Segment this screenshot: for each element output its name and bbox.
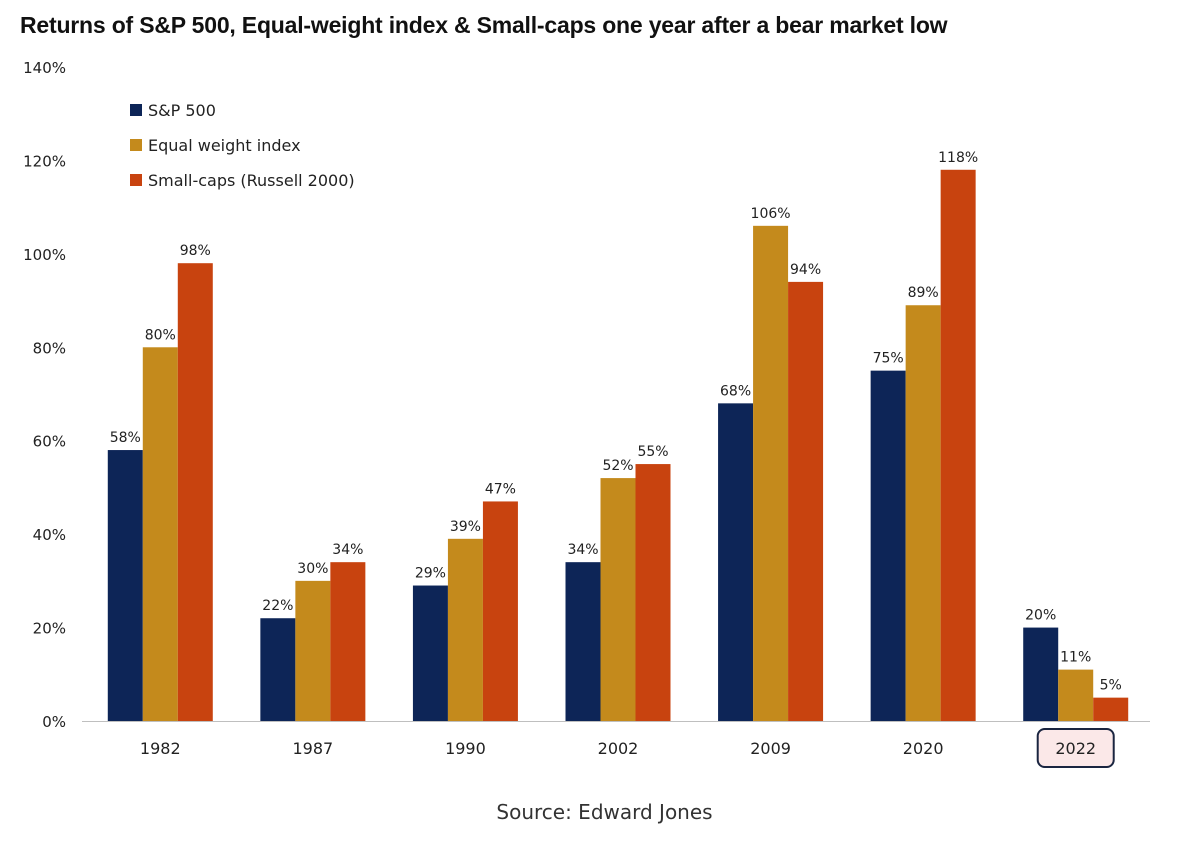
data-label: 30% — [297, 561, 328, 577]
x-tick-label: 2022 — [1055, 739, 1096, 758]
y-tick-label: 20% — [33, 620, 66, 638]
data-label: 22% — [262, 598, 293, 614]
bar — [718, 403, 754, 721]
bar — [142, 347, 178, 721]
data-label: 34% — [567, 542, 598, 558]
y-tick-label: 80% — [33, 339, 66, 357]
data-label: 29% — [415, 566, 446, 582]
y-tick-label: 40% — [33, 526, 66, 544]
data-label: 94% — [790, 262, 821, 278]
data-label: 5% — [1100, 678, 1122, 694]
legend-swatch — [130, 139, 142, 151]
bar — [600, 478, 636, 721]
bar — [447, 538, 483, 721]
data-label: 11% — [1060, 650, 1091, 666]
data-label: 75% — [873, 351, 904, 367]
bar — [788, 281, 824, 721]
x-tick-label: 2009 — [750, 739, 791, 758]
bar — [1093, 697, 1129, 721]
data-label: 52% — [602, 458, 633, 474]
data-label: 20% — [1025, 608, 1056, 624]
data-label: 39% — [450, 519, 481, 535]
data-label: 118% — [938, 150, 978, 166]
data-label: 89% — [908, 285, 939, 301]
bar — [565, 562, 601, 721]
source-note: Source: Edward Jones — [496, 800, 713, 824]
data-label: 58% — [110, 430, 141, 446]
data-label: 98% — [180, 243, 211, 259]
x-tick-label: 1990 — [445, 739, 486, 758]
y-tick-label: 100% — [23, 246, 66, 264]
bar — [330, 562, 366, 721]
legend-label: S&P 500 — [148, 101, 216, 120]
chart-title: Returns of S&P 500, Equal-weight index &… — [20, 12, 948, 38]
legend-swatch — [130, 104, 142, 116]
data-label: 47% — [485, 481, 516, 497]
data-label: 34% — [332, 542, 363, 558]
bar — [753, 225, 789, 722]
x-tick-label: 1982 — [140, 739, 181, 758]
bar — [412, 585, 448, 721]
legend-label: Equal weight index — [148, 136, 301, 155]
bar — [1023, 627, 1059, 721]
x-tick-label: 2002 — [598, 739, 639, 758]
bar — [870, 370, 906, 721]
bar — [260, 618, 296, 721]
bar — [905, 305, 941, 721]
bar — [1058, 669, 1094, 721]
bar — [482, 501, 518, 721]
y-tick-label: 140% — [23, 59, 66, 77]
y-tick-label: 0% — [42, 713, 66, 731]
data-label: 55% — [637, 444, 668, 460]
x-tick-label: 1987 — [292, 739, 333, 758]
bar — [107, 450, 143, 721]
data-label: 68% — [720, 383, 751, 399]
y-tick-label: 120% — [23, 152, 66, 170]
data-label: 106% — [751, 206, 791, 222]
legend-swatch — [130, 174, 142, 186]
x-tick-label: 2020 — [903, 739, 944, 758]
bar — [177, 263, 213, 721]
bar — [295, 580, 331, 721]
y-tick-label: 60% — [33, 433, 66, 451]
bar — [940, 169, 976, 721]
bar — [635, 464, 671, 721]
data-label: 80% — [145, 327, 176, 343]
legend-label: Small-caps (Russell 2000) — [148, 171, 355, 190]
highlight-box — [1036, 728, 1115, 768]
